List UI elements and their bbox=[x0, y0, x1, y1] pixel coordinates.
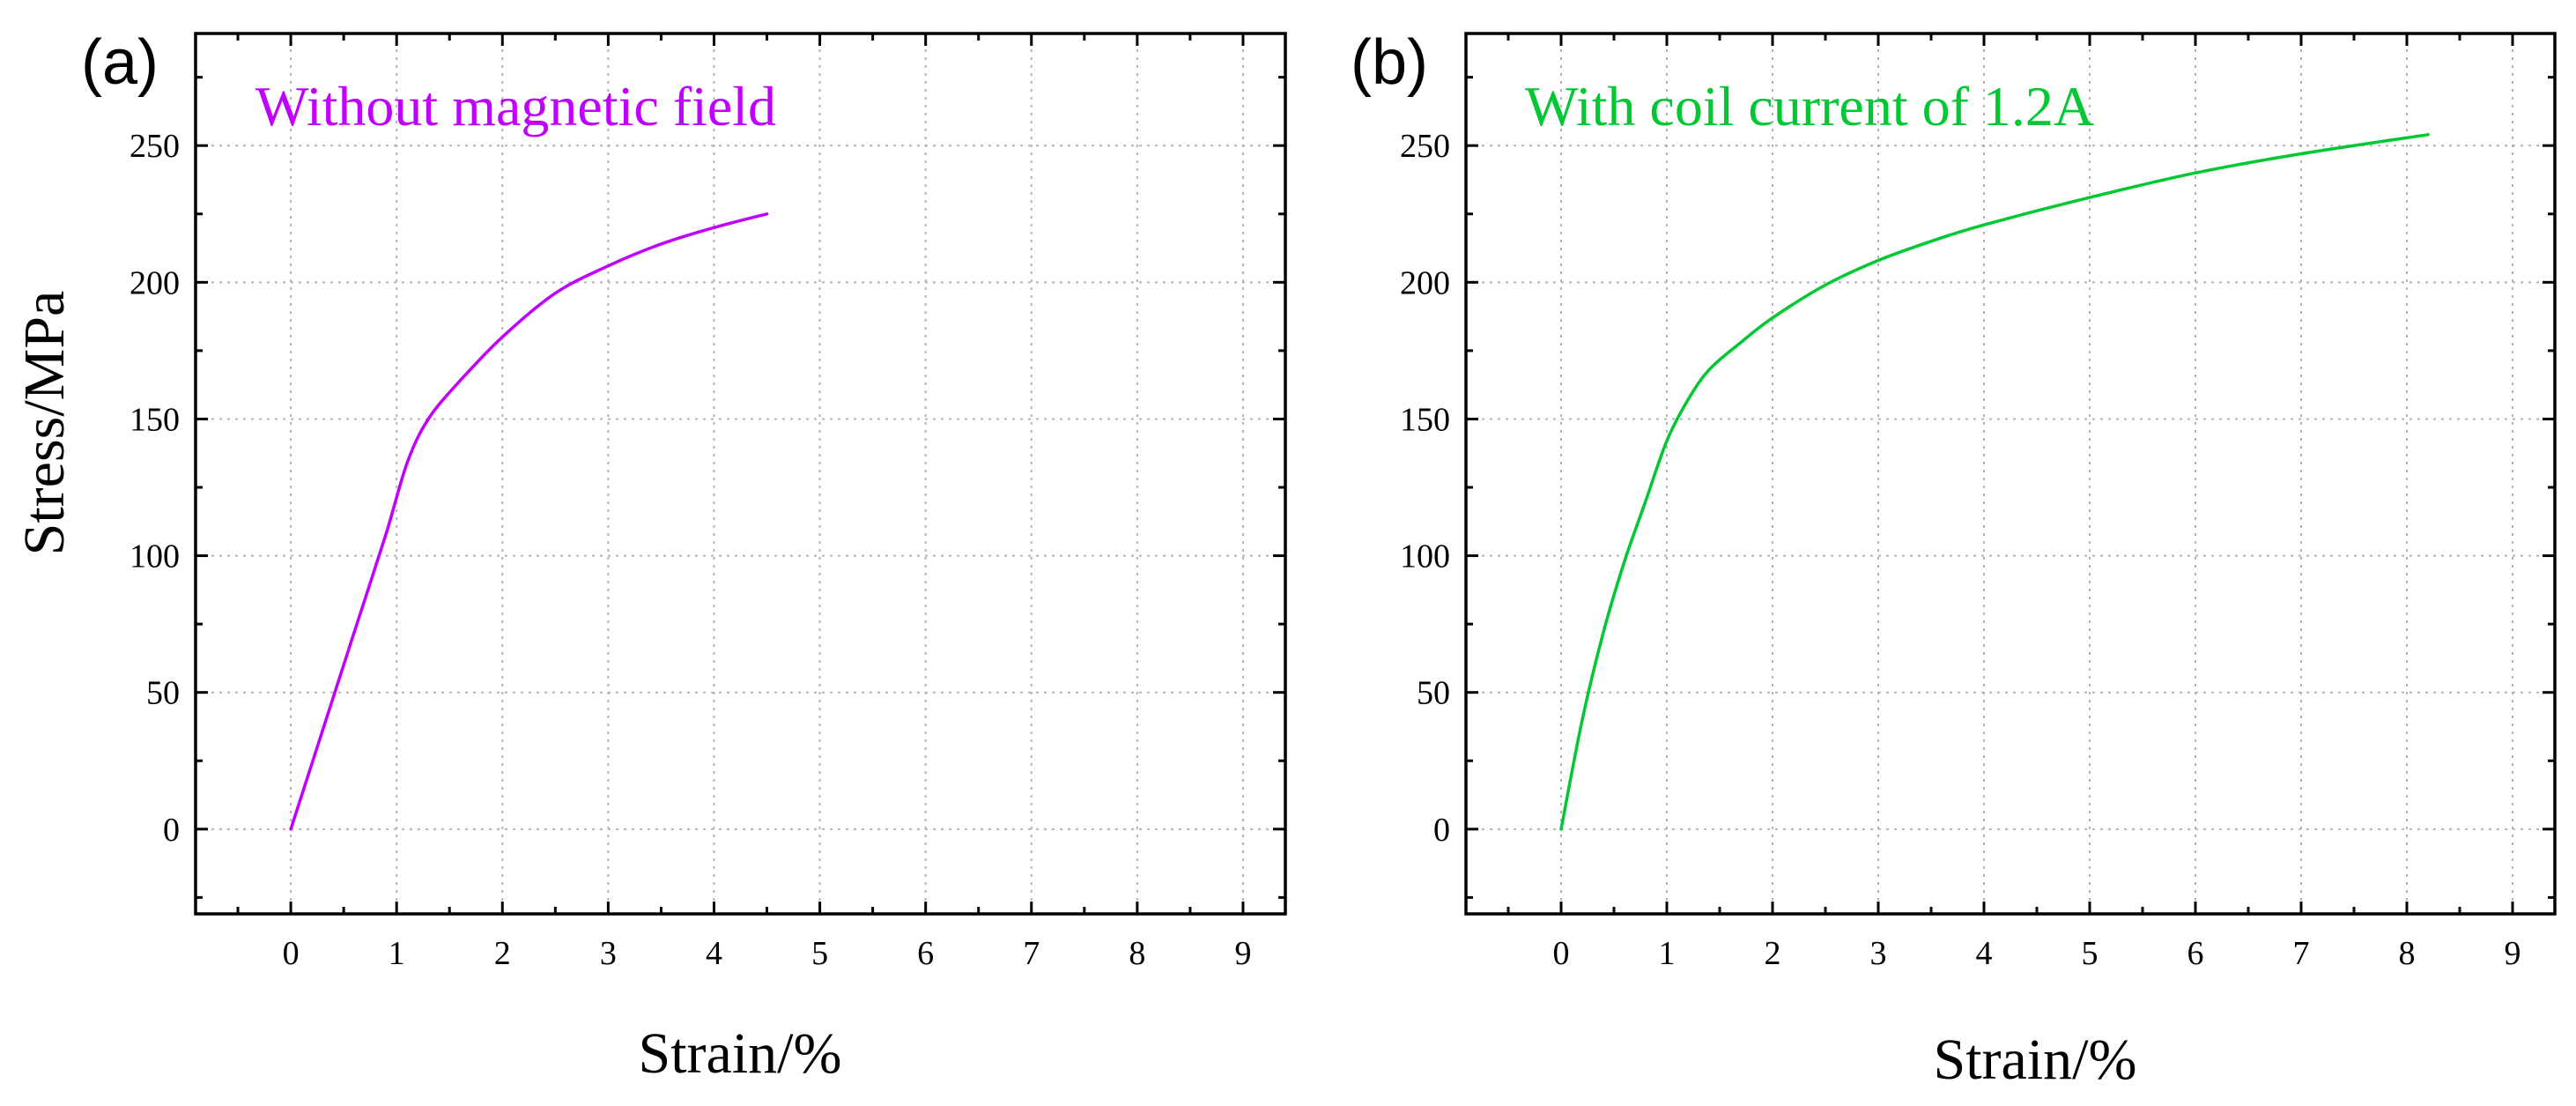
x-tick-label-b-3: 3 bbox=[1870, 935, 1887, 972]
y-axis-ticks-b bbox=[1466, 76, 2555, 899]
x-tick-label-a-2: 2 bbox=[494, 935, 511, 972]
panel-label-b: (b) bbox=[1351, 27, 1428, 98]
y-tick-label-a-100: 100 bbox=[130, 538, 180, 575]
panel-b-chart: 0 1 2 3 4 5 6 7 8 9 0 50 100 150 200 250 With coil curre… bbox=[1351, 27, 2557, 1092]
x-tick-label-a-3: 3 bbox=[600, 935, 617, 972]
x-axis-title-b: Strain/% bbox=[1934, 1028, 2137, 1092]
x-axis-ticks-a bbox=[236, 33, 1245, 914]
y-axis-ticks-a bbox=[196, 76, 1285, 899]
y-tick-label-b-250: 250 bbox=[1400, 128, 1450, 165]
y-tick-label-a-150: 150 bbox=[130, 401, 180, 438]
x-tick-label-b-7: 7 bbox=[2293, 935, 2310, 972]
series-line-a-0 bbox=[289, 212, 769, 831]
annotation-a: Without magnetic field bbox=[255, 75, 776, 137]
x-tick-label-b-6: 6 bbox=[2187, 935, 2204, 972]
y-tick-label-a-50: 50 bbox=[146, 675, 180, 712]
plot-frame-b bbox=[1464, 32, 2557, 916]
grid-a bbox=[196, 33, 1285, 914]
x-tick-label-b-2: 2 bbox=[1765, 935, 1781, 972]
plot-frame-a bbox=[194, 32, 1287, 916]
y-tick-label-a-0: 0 bbox=[163, 812, 180, 849]
x-tick-label-b-4: 4 bbox=[1976, 935, 1993, 972]
x-tick-label-b-0: 0 bbox=[1553, 935, 1570, 972]
y-tick-label-b-200: 200 bbox=[1400, 264, 1450, 301]
y-tick-label-a-200: 200 bbox=[130, 264, 180, 301]
x-axis-title-a: Strain/% bbox=[639, 1021, 842, 1086]
x-tick-label-b-9: 9 bbox=[2505, 935, 2521, 972]
x-tick-label-b-8: 8 bbox=[2399, 935, 2416, 972]
grid-b bbox=[1466, 33, 2555, 914]
y-axis-title-a: Stress/MPa bbox=[12, 291, 77, 556]
x-tick-label-a-8: 8 bbox=[1129, 935, 1145, 972]
series-line-b-0 bbox=[1559, 133, 2430, 831]
panel-label-a: (a) bbox=[81, 27, 159, 98]
y-tick-label-b-150: 150 bbox=[1400, 401, 1450, 438]
x-tick-label-a-7: 7 bbox=[1023, 935, 1040, 972]
panel-a-chart: 0 1 2 3 4 5 6 7 8 9 0 50 100 150 200 250 Without magneti… bbox=[12, 27, 1287, 1086]
y-tick-label-b-0: 0 bbox=[1433, 812, 1450, 849]
x-axis-ticks-b bbox=[1506, 33, 2514, 914]
x-tick-label-b-1: 1 bbox=[1659, 935, 1676, 972]
y-tick-label-b-100: 100 bbox=[1400, 538, 1450, 575]
x-tick-label-a-5: 5 bbox=[811, 935, 828, 972]
y-tick-label-a-250: 250 bbox=[130, 128, 180, 165]
annotation-b: With coil current of 1.2A bbox=[1525, 75, 2094, 137]
x-tick-label-a-9: 9 bbox=[1234, 935, 1251, 972]
x-tick-label-a-4: 4 bbox=[706, 935, 722, 972]
y-tick-label-b-50: 50 bbox=[1417, 675, 1450, 712]
x-tick-label-b-5: 5 bbox=[2082, 935, 2099, 972]
x-tick-label-a-0: 0 bbox=[283, 935, 300, 972]
x-tick-label-a-1: 1 bbox=[389, 935, 405, 972]
x-tick-label-a-6: 6 bbox=[917, 935, 934, 972]
